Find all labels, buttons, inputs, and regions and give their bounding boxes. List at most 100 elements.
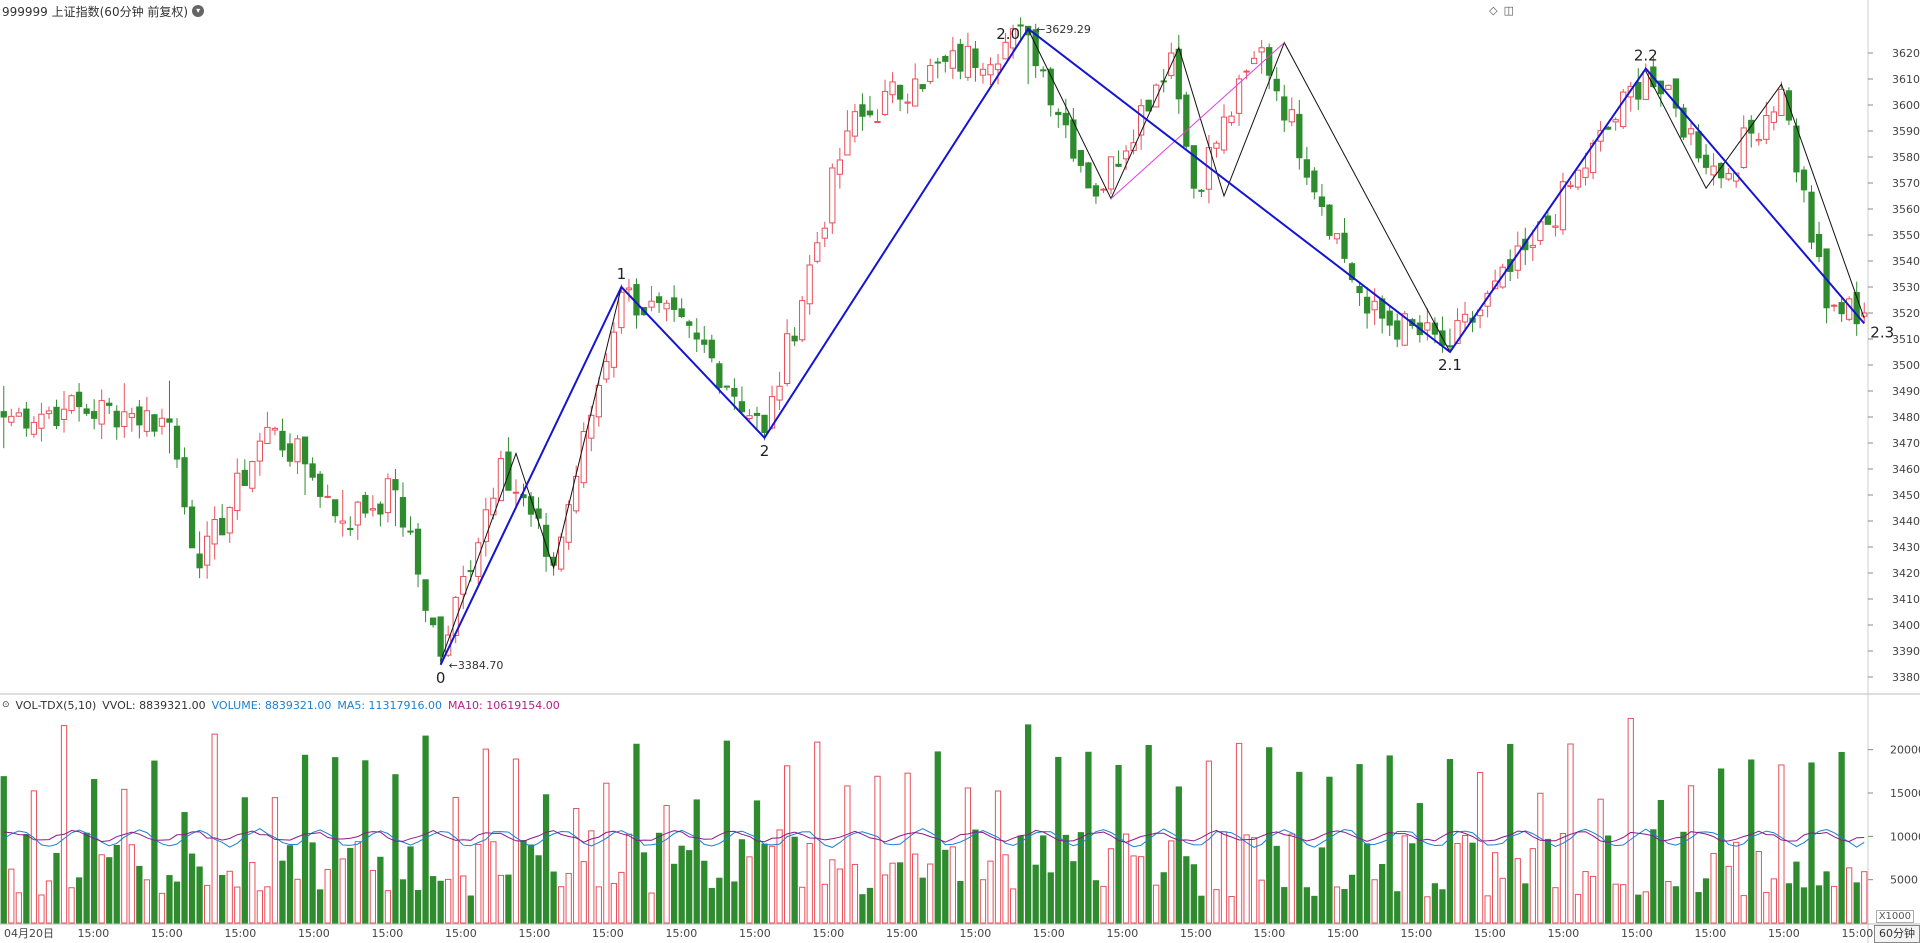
candle-body <box>136 406 143 426</box>
volume-bar <box>1025 724 1032 924</box>
volume-bar <box>158 892 166 924</box>
price-tick-label: 3420 <box>1892 567 1920 580</box>
chevron-down-icon[interactable]: ▾ <box>192 5 205 17</box>
candle-body <box>1394 320 1401 340</box>
volume-tick-label: 5000 <box>1890 874 1918 887</box>
candle-body <box>768 396 776 429</box>
volume-bar <box>753 800 761 924</box>
volume-bar <box>1296 771 1303 924</box>
volume-bar <box>874 775 881 924</box>
candle-body <box>1341 232 1348 259</box>
price-tick-label: 3610 <box>1892 73 1920 86</box>
volume-bar <box>0 776 7 924</box>
candle-body <box>881 90 889 116</box>
volume-bar <box>437 880 444 924</box>
volume-bar <box>1763 891 1770 924</box>
price-tick-label: 3390 <box>1892 645 1920 658</box>
volume-bar <box>881 874 889 924</box>
candle-body <box>1326 204 1333 236</box>
volume-bar <box>987 860 994 924</box>
candle-body <box>1175 48 1182 100</box>
volume-bar <box>1009 888 1017 924</box>
candle-body <box>1748 119 1755 134</box>
volume-bar <box>814 741 821 924</box>
volume-bar <box>68 887 75 924</box>
candle-body <box>957 43 964 72</box>
candle-body <box>241 469 248 487</box>
volume-bar <box>1341 889 1348 924</box>
volume-bar <box>1288 833 1295 924</box>
candle-body <box>226 506 233 534</box>
candle-body <box>1363 296 1371 314</box>
panel-icon[interactable]: ◫ <box>1503 4 1514 17</box>
volume-bar <box>1409 843 1416 924</box>
volume-bar <box>768 845 776 924</box>
candle-body <box>1115 163 1122 167</box>
volume-indicator-name[interactable]: VOL-TDX(5,10) <box>15 698 97 712</box>
candle-body <box>1778 88 1785 117</box>
volume-bar <box>761 843 768 924</box>
volume-bar <box>188 853 196 924</box>
candle-body <box>196 553 203 569</box>
candle-body <box>1740 127 1747 169</box>
time-tick-label: 15:00 <box>1548 927 1580 940</box>
volume-bar <box>1115 765 1122 924</box>
volume-bar <box>957 881 964 924</box>
volume-bar <box>1017 835 1024 924</box>
candle-body <box>1763 115 1770 140</box>
candle-body <box>1190 145 1197 189</box>
volume-bar <box>1454 842 1461 924</box>
candle-body <box>1085 162 1092 189</box>
candle-body <box>75 391 83 408</box>
volume-bar <box>460 875 467 924</box>
candle-body <box>414 528 422 575</box>
time-tick-label: 15:00 <box>1401 927 1433 940</box>
candle-body <box>30 421 38 435</box>
candle-body <box>987 64 994 76</box>
volume-bar <box>520 840 527 924</box>
candle-body <box>1710 165 1717 176</box>
volume-bar <box>60 725 68 924</box>
candle-body <box>1461 313 1469 323</box>
diamond-icon[interactable]: ◇ <box>1489 4 1498 17</box>
volume-bar <box>1702 878 1710 924</box>
volume-bar <box>1492 852 1499 924</box>
volume-bar <box>1755 850 1762 924</box>
volume-bar <box>776 829 783 924</box>
volume-bar <box>1469 842 1476 924</box>
volume-collapse-icon[interactable]: ⊙ <box>2 700 10 710</box>
volume-bar <box>1424 896 1431 924</box>
candle-body <box>53 406 60 427</box>
volume-bar <box>1635 894 1642 924</box>
volume-bar <box>1552 887 1559 924</box>
candle-body <box>783 333 791 384</box>
volume-bar <box>286 845 294 924</box>
period-selector[interactable]: 60分钟 <box>1874 925 1920 943</box>
candle-body <box>392 479 399 491</box>
volume-bar <box>347 847 354 924</box>
candle-body <box>38 413 45 429</box>
candle-body <box>1672 78 1680 109</box>
volume-bar <box>196 866 203 924</box>
volume-bar <box>234 886 241 924</box>
candle-body <box>1800 169 1808 191</box>
candle-body <box>1009 28 1017 49</box>
candle-body <box>1107 156 1115 190</box>
candle-body <box>927 65 934 82</box>
candle-body <box>904 101 911 104</box>
volume-bar <box>1175 786 1182 924</box>
candle-body <box>708 339 715 359</box>
candle-body <box>972 48 979 68</box>
volume-bar <box>354 841 361 924</box>
volume-bar <box>1228 896 1235 924</box>
candle-body <box>437 616 444 657</box>
candle-body <box>113 410 120 428</box>
candle-body <box>1228 115 1235 124</box>
candle-body <box>234 472 241 512</box>
wave-label: 2.2 <box>1634 47 1658 65</box>
volume-bar <box>1431 883 1439 924</box>
price-tick-label: 3410 <box>1892 593 1920 606</box>
ma10-line <box>3 829 1865 843</box>
candle-body <box>964 45 972 78</box>
